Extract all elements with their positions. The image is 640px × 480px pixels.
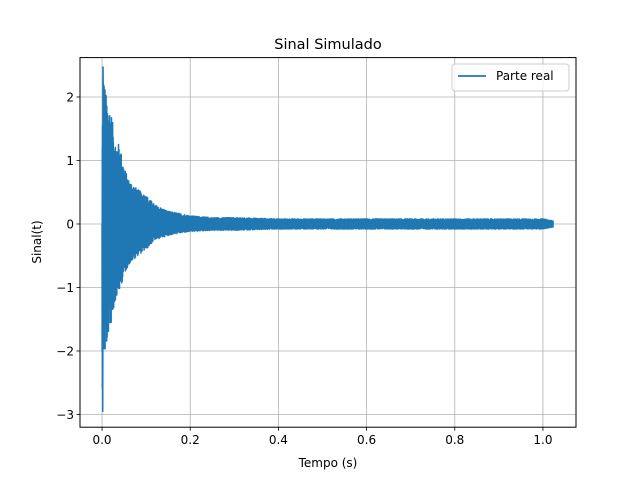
y-axis: −3 −2 −1 0 1 2 <box>56 90 80 422</box>
y-tick-label: −3 <box>56 408 74 422</box>
x-tick-label: 1.0 <box>533 433 552 447</box>
x-axis: 0.0 0.2 0.4 0.6 0.8 1.0 <box>92 427 552 447</box>
series-line-parte-real <box>101 66 554 413</box>
x-tick-label: 0.2 <box>181 433 200 447</box>
x-tick-label: 0.0 <box>92 433 111 447</box>
legend: Parte real <box>451 63 570 92</box>
y-tick-label: −1 <box>56 281 74 295</box>
x-tick-label: 0.6 <box>357 433 376 447</box>
y-axis-title: Sinal(t) <box>30 220 44 263</box>
plot-area <box>101 66 554 413</box>
y-tick-label: 1 <box>66 154 74 168</box>
x-tick-label: 0.4 <box>269 433 288 447</box>
y-tick-label: 0 <box>66 217 74 231</box>
legend-box <box>451 63 570 92</box>
legend-label: Parte real <box>496 69 554 83</box>
x-axis-title: Tempo (s) <box>298 456 358 470</box>
chart-title: Sinal Simulado <box>274 37 382 53</box>
y-tick-label: 2 <box>66 90 74 104</box>
axes-frame <box>79 57 577 428</box>
y-tick-label: −2 <box>56 344 74 358</box>
x-tick-label: 0.8 <box>445 433 464 447</box>
